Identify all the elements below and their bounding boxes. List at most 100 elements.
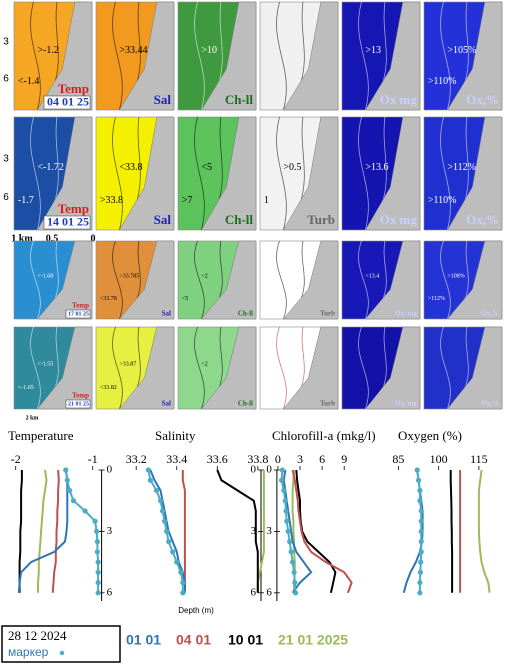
seabed <box>446 240 503 320</box>
y-tick-label: 3 <box>266 525 272 537</box>
profile-marker <box>414 467 420 473</box>
seabed <box>36 116 93 231</box>
seabed <box>200 116 257 231</box>
legend-marker-label: маркер <box>8 645 49 659</box>
profile-marker <box>147 477 154 483</box>
seabed <box>446 326 503 410</box>
contour <box>216 116 223 208</box>
date-box <box>43 215 91 230</box>
legend-box <box>1 625 121 663</box>
distance-label: 1 km <box>11 233 33 244</box>
variable-label: Ch-ll <box>225 92 254 107</box>
x-tick-label: 6 <box>319 452 325 466</box>
x-tick-label: 33.8 <box>247 452 268 466</box>
profile-marker <box>418 539 424 545</box>
profile-marker <box>161 518 168 524</box>
depth-tick-label: 3 <box>3 153 9 164</box>
profile-marker <box>418 559 424 565</box>
variable-label: Turb <box>307 212 335 227</box>
seabed <box>282 326 339 410</box>
contour <box>112 240 123 320</box>
x-tick-label: 33.2 <box>126 452 147 466</box>
contour <box>134 116 141 208</box>
x-tick-label: 100 <box>430 452 448 466</box>
profile-marker <box>281 487 287 494</box>
contour-label: <-1.68 <box>37 273 53 279</box>
profile-line <box>51 469 60 593</box>
seabed <box>282 240 339 320</box>
contour <box>30 326 41 410</box>
contour <box>30 1 41 111</box>
contour-label: >-1.2 <box>37 45 58 56</box>
contour-label: >33.785 <box>119 273 139 279</box>
contour-label: -1.7 <box>18 195 34 206</box>
profile-marker <box>178 569 184 575</box>
variable-label: Ox,% <box>466 212 499 227</box>
profile-marker <box>290 559 296 565</box>
contour-label: <13.4 <box>365 273 379 279</box>
profile-marker <box>166 539 172 545</box>
profile-marker <box>94 549 100 555</box>
profile-marker <box>93 528 100 535</box>
profile-marker <box>418 518 424 524</box>
variable-label: Ox,% <box>466 92 499 107</box>
seabed <box>36 240 93 320</box>
contour <box>462 1 469 89</box>
profile-marker <box>418 508 424 514</box>
legend-label: 01 01 <box>126 632 161 648</box>
contour <box>276 326 287 410</box>
contour-label: >0.5 <box>283 162 301 173</box>
contour-label: <2 <box>201 273 207 279</box>
contour <box>358 240 369 320</box>
variable-label: Ox, mg <box>395 310 417 318</box>
date-label: 17 01 25 <box>68 311 89 317</box>
contour <box>134 1 141 89</box>
variable-label: Turb <box>320 310 335 318</box>
seabed <box>36 1 93 111</box>
seabed <box>282 1 339 111</box>
contour-label: >33.87 <box>119 361 136 367</box>
profile-line <box>18 470 23 593</box>
variable-label: Ox,% <box>481 400 499 408</box>
seabed <box>446 1 503 111</box>
contour-label: >7 <box>182 195 193 206</box>
profile-marker <box>94 539 100 545</box>
variable-label: Sal <box>154 212 172 227</box>
profile-marker <box>417 569 424 575</box>
y-tick-label: 3 <box>107 525 113 537</box>
contour-label: >10 <box>201 45 217 56</box>
contour-label: >110% <box>428 195 457 206</box>
legend-label: 10 01 <box>228 632 263 648</box>
y-tick-label: 6 <box>107 586 113 598</box>
profile-line <box>181 470 186 593</box>
seabed <box>282 116 339 231</box>
legend-marker <box>59 650 65 656</box>
variable-label: Turb <box>320 400 335 408</box>
profile-marker <box>174 559 180 565</box>
seabed <box>118 1 175 111</box>
profile-marker <box>284 518 290 524</box>
distance-label: 0.5 <box>46 233 59 244</box>
seabed <box>446 116 503 231</box>
contour <box>298 1 305 89</box>
variable-label: Ox,% <box>481 310 499 318</box>
y-tick-label: 0 <box>107 464 113 476</box>
contour <box>30 116 41 231</box>
contour-label: <33.8 <box>119 162 142 173</box>
date-box <box>65 309 91 319</box>
contour <box>194 240 205 320</box>
profile-marker <box>418 549 424 555</box>
profile-marker <box>95 569 101 575</box>
chart-title: Temperature <box>8 428 74 443</box>
contour <box>276 116 287 231</box>
x-tick-label: 0 <box>275 452 281 466</box>
contour <box>380 1 387 89</box>
profile-marker <box>287 539 293 545</box>
profile-marker <box>180 590 186 596</box>
profile-marker <box>82 508 88 514</box>
contour-label: <33.78 <box>100 296 117 302</box>
contour <box>440 240 451 320</box>
contour <box>358 326 369 410</box>
profile-marker <box>417 590 423 596</box>
x-tick-label: 85 <box>392 452 404 466</box>
